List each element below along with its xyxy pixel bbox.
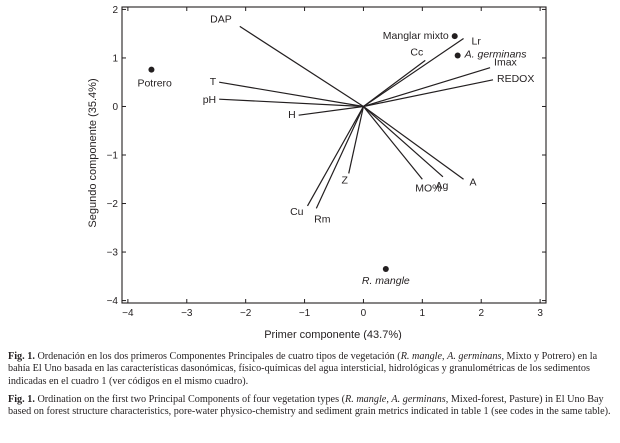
y-tick-label: −2 [107,199,119,210]
caption-en-1: R. mangle [345,394,387,405]
vector-lr [363,38,464,107]
caption-spanish: Fig. 1. Ordenación en los dos primeros C… [8,351,613,388]
site-point-label: Manglar mixto [383,30,449,42]
site-point [451,33,458,40]
vector-dap [239,25,364,107]
vector-label: Rm [314,213,331,225]
y-tick-label: −3 [107,248,119,259]
vector-label: pH [203,94,216,106]
vector-mo [362,106,423,180]
caption-es-0: Ordenación en los dos primeros Component… [34,351,401,362]
vector-label: REDOX [497,73,534,85]
caption-en-2: , [386,394,392,405]
caption-es-1: R. mangle [400,351,443,362]
vector-label: H [288,109,296,121]
x-tick-label: −1 [299,308,311,319]
vector-cu [306,106,364,207]
vector-imax [363,67,491,108]
x-tick-label: 0 [361,308,367,319]
vector-ph [219,98,364,108]
vector-label: DAP [210,13,232,25]
caption-en-prefix: Fig. 1. [8,394,35,405]
x-tick-label: 2 [478,308,484,319]
vector-label: A [470,176,477,188]
x-tick-label: 1 [420,308,426,319]
site-point [148,66,155,73]
site-point [454,52,461,59]
caption-english: Fig. 1. Ordination on the first two Prin… [8,394,613,419]
site-point [382,266,389,273]
vector-z [348,106,365,174]
caption-en-3: A. germinans [391,394,446,405]
y-tick-label: −4 [107,296,119,307]
axes: −4 −3 −2 −1 0 1 2 3 −4 −3 −2 −1 0 1 2 [107,5,547,319]
vector-a [363,105,464,180]
caption-es-2: , [442,351,448,362]
y-tick-label: 1 [112,53,118,64]
caption-es-4: , Mixto y Potrero) en la bahía El Uno ba… [8,351,598,387]
vector-label: Ag [436,180,449,192]
x-tick-label: −3 [181,308,193,319]
site-point-label: R. mangle [362,275,410,287]
site-point-label: A. germinans [464,49,528,61]
vector-label: Cc [410,46,423,58]
y-tick-label: 2 [112,5,118,16]
y-axis-label: Segundo componente (35.4%) [87,78,99,227]
pca-biplot: −4 −3 −2 −1 0 1 2 3 −4 −3 −2 −1 0 1 2 DAP Lr Cc Imax REDOX… [87,5,547,340]
caption-es-prefix: Fig. 1. [8,351,35,362]
vector-rm [315,106,364,209]
vector-label: T [210,76,217,88]
site-point-label: Potrero [137,78,172,90]
y-tick-label: 0 [112,102,118,113]
vector-label: MO% [415,182,441,194]
x-tick-label: −2 [240,308,252,319]
vector-cc [363,59,426,107]
x-tick-label: −4 [122,308,134,319]
vector-label: Lr [472,36,482,48]
x-axis-label: Primer componente (43.7%) [264,329,402,340]
vector-label: Imax [494,57,518,69]
vector-redox [363,79,494,108]
y-tick-label: −1 [107,151,119,162]
site-points: Potrero Manglar mixto A. germinans R. mangl… [137,30,527,287]
vector-label: Cu [290,206,304,218]
loading-vectors: DAP Lr Cc Imax REDOX TpH H Z Cu Rm MO%Ag A [203,13,535,225]
caption-en-0: Ordination on the first two Principal Co… [34,394,345,405]
caption-es-3: A. germinans [447,351,502,362]
x-tick-label: 3 [537,308,543,319]
vector-ag [363,106,444,178]
vector-label: Z [342,174,349,186]
vector-t [219,81,364,108]
caption-en-4: , Mixed-forest, Pasture) in El Uno Bay b… [8,394,611,418]
vector-h [298,105,364,116]
